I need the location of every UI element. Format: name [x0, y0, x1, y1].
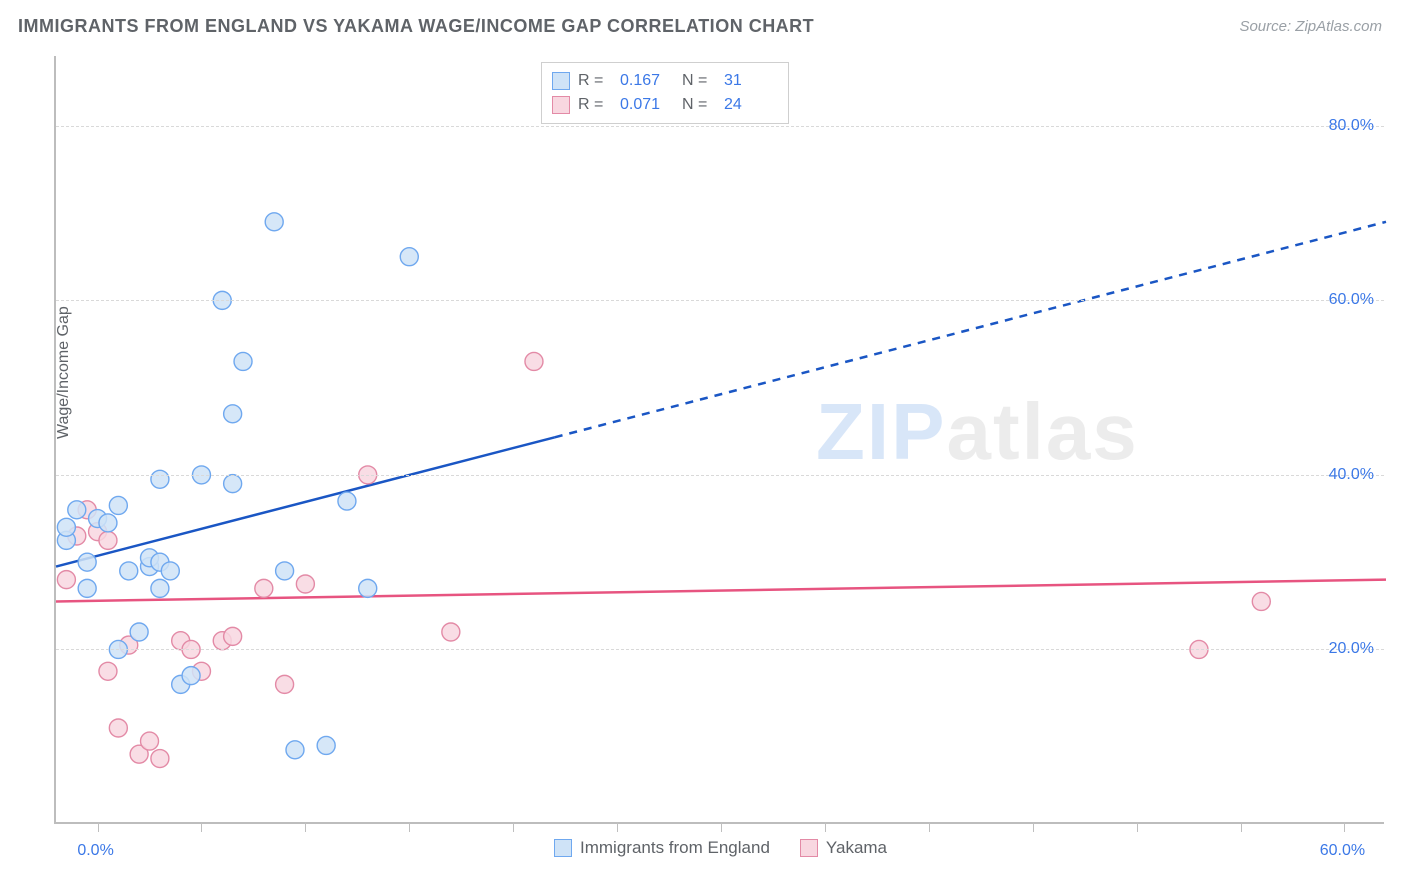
x-tick [409, 822, 410, 832]
x-tick-label: 0.0% [77, 842, 113, 860]
x-tick [825, 822, 826, 832]
x-tick [305, 822, 306, 832]
chart-svg [56, 56, 1384, 822]
x-tick [201, 822, 202, 832]
y-tick-label: 40.0% [1329, 466, 1374, 484]
chart-title: IMMIGRANTS FROM ENGLAND VS YAKAMA WAGE/I… [18, 16, 814, 37]
gridline [56, 475, 1384, 476]
x-tick [721, 822, 722, 832]
legend-item: Immigrants from England [554, 838, 770, 858]
legend-stat-row: R = 0.071 N = 24 [552, 93, 778, 117]
x-tick [98, 822, 99, 832]
legend-N-value: 24 [724, 93, 778, 117]
x-tick-label: 60.0% [1320, 842, 1365, 860]
x-tick [617, 822, 618, 832]
legend-swatch [552, 96, 570, 114]
legend-stats: R = 0.167 N = 31 R = 0.071 N = 24 [541, 62, 789, 124]
legend-item-label: Yakama [826, 838, 887, 858]
gridline [56, 126, 1384, 127]
x-tick [1033, 822, 1034, 832]
legend-swatch [554, 839, 572, 857]
x-tick [1137, 822, 1138, 832]
x-tick [929, 822, 930, 832]
source-label: Source: ZipAtlas.com [1239, 18, 1382, 35]
legend-swatch [552, 72, 570, 90]
chart-container: IMMIGRANTS FROM ENGLAND VS YAKAMA WAGE/I… [0, 0, 1406, 892]
legend-R-label: R = [578, 93, 612, 117]
legend-R-label: R = [578, 69, 612, 93]
legend-R-value: 0.167 [620, 69, 674, 93]
legend-item-label: Immigrants from England [580, 838, 770, 858]
gridline [56, 300, 1384, 301]
legend-swatch [800, 839, 818, 857]
legend-stat-row: R = 0.167 N = 31 [552, 69, 778, 93]
y-tick-label: 60.0% [1329, 291, 1374, 309]
y-tick-label: 20.0% [1329, 640, 1374, 658]
legend-item: Yakama [800, 838, 887, 858]
x-tick [1344, 822, 1345, 832]
legend-N-label: N = [682, 69, 716, 93]
y-tick-label: 80.0% [1329, 117, 1374, 135]
legend-N-label: N = [682, 93, 716, 117]
x-tick [1241, 822, 1242, 832]
plot-area: Wage/Income Gap ZIPatlas R =0.167N =31R … [54, 56, 1384, 824]
legend-N-value: 31 [724, 69, 778, 93]
x-tick [513, 822, 514, 832]
legend-series: Immigrants from England Yakama [554, 838, 887, 858]
gridline [56, 649, 1384, 650]
legend-R-value: 0.071 [620, 93, 674, 117]
